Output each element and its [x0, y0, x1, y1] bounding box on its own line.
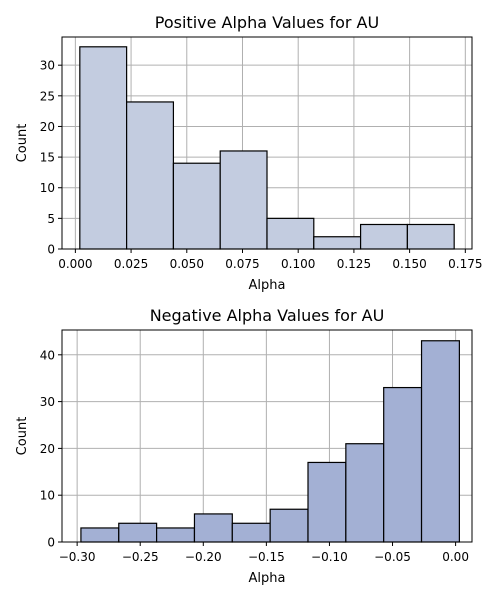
histogram-bar: [172, 162, 221, 250]
histogram-bar: [193, 513, 233, 543]
y-tick-label: 30: [40, 59, 55, 73]
histogram-bar: [383, 386, 423, 543]
x-tick-label: 0.125: [337, 257, 371, 271]
x-tick-label: 0.000: [58, 257, 92, 271]
x-tick-label: 0.025: [114, 257, 148, 271]
histogram-bar: [79, 46, 128, 250]
plot-frame: [61, 36, 473, 250]
histogram-bar: [359, 223, 408, 250]
bars: [79, 46, 455, 250]
histogram-bar: [118, 522, 158, 543]
y-tick-label: 0: [47, 243, 55, 257]
chart-title: Negative Alpha Values for AU: [150, 306, 385, 325]
y-tick-label: 15: [40, 151, 55, 165]
chart-2: −0.30 −0.25 −0.20 −0.15 −0.10 −0.05 0.00 0 10 20 3…: [15, 306, 473, 586]
histogram-bar: [307, 461, 347, 543]
x-tick-label: 0.100: [281, 257, 315, 271]
histogram-bar: [219, 150, 268, 250]
x-tick-label: 0.175: [448, 257, 482, 271]
x-tick-label: 0.050: [170, 257, 204, 271]
y-tick-label: 10: [40, 489, 55, 503]
y-axis-label: Count: [15, 417, 30, 456]
x-tick-label: 0.075: [225, 257, 259, 271]
x-tick-label: −0.05: [374, 550, 411, 564]
histogram-bar: [313, 236, 362, 250]
y-tick-label: 25: [40, 89, 55, 103]
bars: [80, 340, 460, 543]
x-tick-label: −0.15: [248, 550, 285, 564]
y-tick-label: 5: [47, 212, 55, 226]
histogram-bar: [345, 443, 385, 543]
x-tick-label: −0.20: [185, 550, 222, 564]
y-tick-label: 20: [40, 442, 55, 456]
histogram-bar: [406, 223, 455, 250]
chart-1: 0.000 0.025 0.050 0.075 0.100 0.125 0.150 0.175…: [15, 13, 482, 293]
x-tick-label: 0.150: [392, 257, 426, 271]
histogram-bar: [269, 508, 309, 543]
x-axis-label: Alpha: [249, 278, 286, 293]
histogram-bar: [80, 527, 120, 543]
plot-frame: [61, 329, 473, 543]
y-tick-label: 0: [47, 536, 55, 550]
x-tick-label: −0.30: [59, 550, 96, 564]
y-tick-label: 30: [40, 395, 55, 409]
histogram-bar: [156, 527, 196, 543]
y-tick-label: 10: [40, 181, 55, 195]
y-axis-label: Count: [15, 124, 30, 163]
y-tick-label: 20: [40, 120, 55, 134]
x-tick-label: 0.00: [442, 550, 469, 564]
x-tick-label: −0.25: [122, 550, 159, 564]
y-tick-label: 40: [40, 348, 55, 362]
x-axis-label: Alpha: [249, 571, 286, 586]
histogram-bar: [231, 522, 271, 543]
x-tick-label: −0.10: [311, 550, 348, 564]
histogram-bar: [126, 101, 175, 250]
chart-title: Positive Alpha Values for AU: [155, 13, 379, 32]
histogram-bar: [420, 340, 460, 543]
histogram-bar: [266, 217, 315, 250]
